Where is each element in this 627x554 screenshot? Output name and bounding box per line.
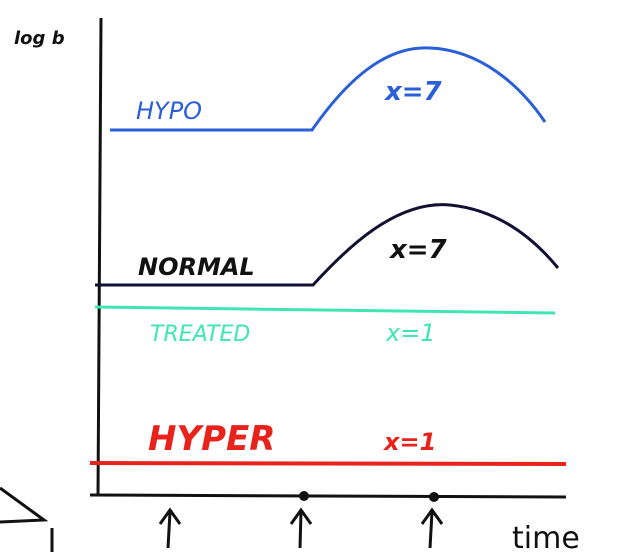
x-axis-label: time bbox=[512, 521, 580, 554]
axis-dot bbox=[429, 492, 439, 502]
treated-curve bbox=[95, 307, 555, 313]
curve-annotation: x=1 bbox=[385, 319, 436, 347]
curve-label: NORMAL bbox=[138, 253, 255, 281]
hyper-curve bbox=[90, 463, 566, 464]
x-axis bbox=[90, 495, 566, 497]
y-axis-label: log b bbox=[14, 28, 65, 49]
arrows bbox=[160, 510, 442, 548]
curve-annotation: x=7 bbox=[388, 235, 448, 265]
curve-label: HYPO bbox=[136, 97, 202, 125]
axis-dot bbox=[299, 491, 309, 501]
curve-annotation: x=7 bbox=[383, 77, 443, 107]
shape bbox=[0, 488, 44, 522]
diagram: log b time HYPO x=7 NORMAL x=7 TREATED x… bbox=[0, 0, 627, 554]
curve-label: HYPER bbox=[148, 419, 275, 459]
y-axis bbox=[98, 18, 101, 496]
curve-annotation: x=1 bbox=[383, 428, 436, 456]
curve-label: TREATED bbox=[150, 322, 250, 347]
